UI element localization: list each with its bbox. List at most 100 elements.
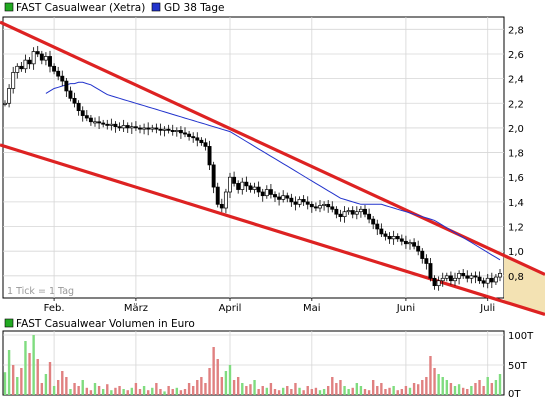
volume-bar (371, 380, 375, 395)
tick-note: 1 Tick = 1 Tag (7, 286, 74, 297)
volume-bar (478, 380, 481, 395)
volume-bar (97, 386, 101, 395)
candle-body (244, 181, 249, 187)
candle-body (301, 199, 306, 203)
candle-body (465, 275, 470, 279)
volume-bar (183, 389, 187, 395)
candle-body (146, 127, 151, 130)
candle-body (105, 123, 110, 126)
volume-bar (52, 386, 56, 395)
candle-body (88, 117, 93, 123)
volume-bar (216, 359, 219, 395)
volume-bar (36, 359, 39, 395)
candle-body (121, 125, 126, 129)
volume-bar (453, 386, 457, 395)
volume-bar (232, 380, 236, 395)
volume-bar (130, 387, 134, 395)
candle-body (187, 133, 192, 137)
candle-body (125, 125, 130, 129)
candle-body (305, 201, 310, 205)
volume-bar (343, 386, 346, 395)
volume-bar (106, 384, 109, 395)
candle-body (403, 240, 408, 245)
volume-bar (241, 383, 244, 395)
volume-bar (89, 390, 93, 395)
volume-bar (101, 389, 105, 395)
volume-bar (416, 384, 420, 395)
volume-bar (339, 380, 342, 395)
volume-bar (281, 387, 285, 395)
candle-body (27, 59, 32, 65)
candle-body (178, 130, 183, 134)
volume-bar (163, 391, 166, 395)
volume-bar (482, 386, 485, 395)
volume-bar (412, 383, 416, 395)
volume-bar (110, 390, 113, 395)
candle-body (493, 276, 498, 283)
volume-bar (302, 390, 305, 395)
volume-bar (40, 383, 44, 395)
volume-bar (171, 389, 174, 395)
candle-body (48, 56, 52, 67)
candle-body (170, 130, 175, 132)
volume-bar (228, 365, 232, 395)
candle-body (469, 275, 474, 279)
candle-body (52, 65, 57, 72)
volume-bar (449, 383, 453, 395)
candle-body (150, 127, 155, 130)
legend-label-ma: GD 38 Tage (164, 2, 225, 14)
volume-bar (138, 389, 142, 395)
volume-bar (277, 390, 281, 395)
volume-bar (351, 387, 354, 395)
candle-body (477, 276, 482, 282)
volume-bar (429, 356, 432, 395)
candle-body (453, 277, 457, 282)
volume-bar (257, 389, 260, 395)
volume-series (3, 335, 502, 395)
volume-bar (376, 386, 379, 395)
volume-bar (425, 377, 428, 395)
price-y-tick-label: 1,2 (508, 223, 524, 234)
volume-bar (269, 383, 273, 395)
candle-body (264, 189, 269, 197)
candle-body (289, 197, 294, 203)
volume-bar (437, 374, 440, 395)
volume-bar (445, 380, 449, 395)
volume-bar (20, 368, 23, 395)
volume-bar (326, 386, 330, 395)
candle-body (436, 280, 441, 287)
candle-body (395, 236, 400, 240)
volume-bar (24, 341, 27, 395)
candle-body (236, 183, 241, 190)
volume-bar (200, 377, 203, 395)
candle-body (322, 203, 327, 206)
candle-body (19, 65, 24, 70)
candle-body (313, 206, 318, 209)
candle-body (223, 191, 228, 209)
candle-body (297, 199, 302, 205)
price-y-tick-label: 1,8 (508, 149, 524, 160)
price-y-tick-label: 2,6 (508, 50, 524, 61)
volume-bar (433, 368, 436, 395)
volume-bar (142, 386, 146, 395)
volume-y-tick-label: 100T (508, 331, 534, 342)
candle-body (154, 127, 159, 130)
candle-body (330, 206, 335, 210)
volume-bar (7, 350, 11, 395)
candle-body (309, 203, 314, 208)
volume-bar (396, 390, 399, 395)
candle-body (285, 195, 290, 199)
price-y-tick-label: 0,8 (508, 272, 524, 283)
volume-bar (159, 389, 162, 395)
volume-bar (253, 380, 256, 395)
volume-bar (494, 380, 498, 395)
candle-body (444, 275, 449, 279)
price-legend: FAST Casualwear (Xetra) GD 38 Tage (4, 2, 225, 14)
candle-body (84, 115, 89, 119)
volume-bar (306, 386, 309, 395)
candle-body (375, 223, 380, 230)
volume-bar (294, 383, 297, 395)
volume-bar (114, 387, 117, 395)
price-x-tick-label: Mai (303, 303, 321, 314)
